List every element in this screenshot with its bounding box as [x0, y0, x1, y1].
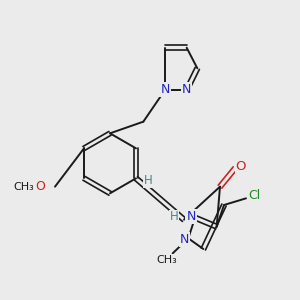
- Text: O: O: [36, 180, 46, 193]
- Text: N: N: [160, 83, 170, 97]
- Text: H: H: [144, 175, 153, 188]
- Text: CH₃: CH₃: [14, 182, 34, 192]
- Text: O: O: [236, 160, 246, 173]
- Text: H: H: [169, 211, 178, 224]
- Text: Cl: Cl: [248, 189, 260, 202]
- Text: N: N: [180, 233, 189, 247]
- Text: CH₃: CH₃: [156, 255, 177, 265]
- Text: N: N: [186, 209, 196, 223]
- Text: N: N: [182, 83, 191, 97]
